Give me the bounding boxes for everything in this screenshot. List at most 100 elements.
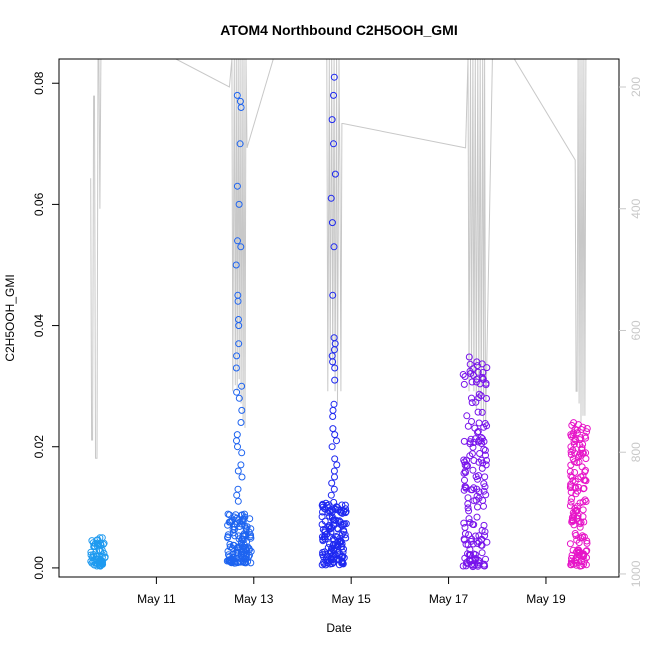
data-point [332,533,340,540]
data-point [480,480,488,488]
y2-tick-label: 1000 [629,560,643,587]
data-point [468,418,475,425]
data-point [569,477,577,485]
data-point [329,406,337,414]
data-point [330,467,338,475]
data-point [233,182,241,190]
data-point [470,497,478,505]
data-point [573,502,581,510]
data-point [327,528,335,536]
data-point [234,237,241,245]
data-point [330,540,337,548]
data-point [330,91,337,99]
data-point [474,540,482,547]
data-point [576,520,584,528]
data-point [465,515,473,523]
pressure-trace-line [90,58,587,459]
data-point [482,461,490,469]
data-point [576,549,584,557]
data-point [573,515,581,522]
data-point [480,445,488,453]
data-point [470,521,478,529]
data-point [582,498,590,505]
data-point [237,461,245,469]
data-point [469,443,477,451]
data-point [237,539,245,547]
data-point [567,480,575,488]
data-point [333,437,340,445]
data-point [229,526,237,534]
data-point [573,429,581,437]
data-point [466,360,474,368]
data-point [475,438,482,446]
data-point [87,557,95,565]
data-point [224,510,232,518]
cluster-5 [566,419,591,570]
x-tick-label: May 13 [234,592,274,606]
data-point [235,340,243,348]
data-point [239,517,247,525]
data-point [240,547,247,555]
data-point [583,539,591,547]
pressure-trace-group [90,58,587,459]
data-point [333,524,341,532]
data-point [479,369,487,376]
data-point [580,518,588,526]
data-point [324,559,332,567]
data-point [226,511,233,519]
data-point [331,376,339,384]
data-point [583,547,591,555]
data-point [472,398,480,406]
data-point [323,530,331,538]
data-point [328,116,336,124]
data-point [464,504,472,512]
data-point [233,437,240,445]
data-point [580,560,588,568]
data-point [459,371,467,378]
data-point [571,484,579,492]
data-point [570,419,578,427]
data-point [566,468,574,475]
data-point [466,438,474,446]
data-point [464,500,472,508]
data-point [239,558,247,566]
data-point [480,502,487,510]
secondary-y-axis: 200 400 600 800 1000 [619,77,643,587]
data-point [101,553,109,561]
data-point [582,466,589,474]
data-point [328,506,336,514]
data-point [579,498,587,506]
data-point [469,466,477,474]
y2-tick-label: 200 [629,77,643,97]
data-point [331,473,338,481]
data-point [578,445,586,453]
data-point [583,425,591,432]
data-point [582,477,590,485]
data-point [233,520,241,528]
data-point [330,334,338,342]
data-point [579,506,587,514]
data-point [580,533,588,541]
data-point [234,443,241,451]
data-point [573,506,580,514]
data-point [463,412,471,420]
data-point [464,422,472,430]
data-point [327,194,335,202]
data-point [328,560,336,568]
data-point [238,406,246,414]
data-point [483,364,491,372]
data-point [480,560,488,568]
data-point [236,543,244,550]
data-point [460,456,468,464]
data-point [480,487,488,495]
data-point [247,534,255,542]
x-tick-label: May 19 [526,592,566,606]
data-point [575,483,583,491]
data-point [566,540,574,548]
data-point [572,554,580,561]
chart-title: ATOM4 Northbound C2H5OOH_GMI [220,22,457,38]
data-point [226,540,234,548]
data-point [234,467,242,475]
data-point [577,518,585,526]
data-point [481,473,489,481]
